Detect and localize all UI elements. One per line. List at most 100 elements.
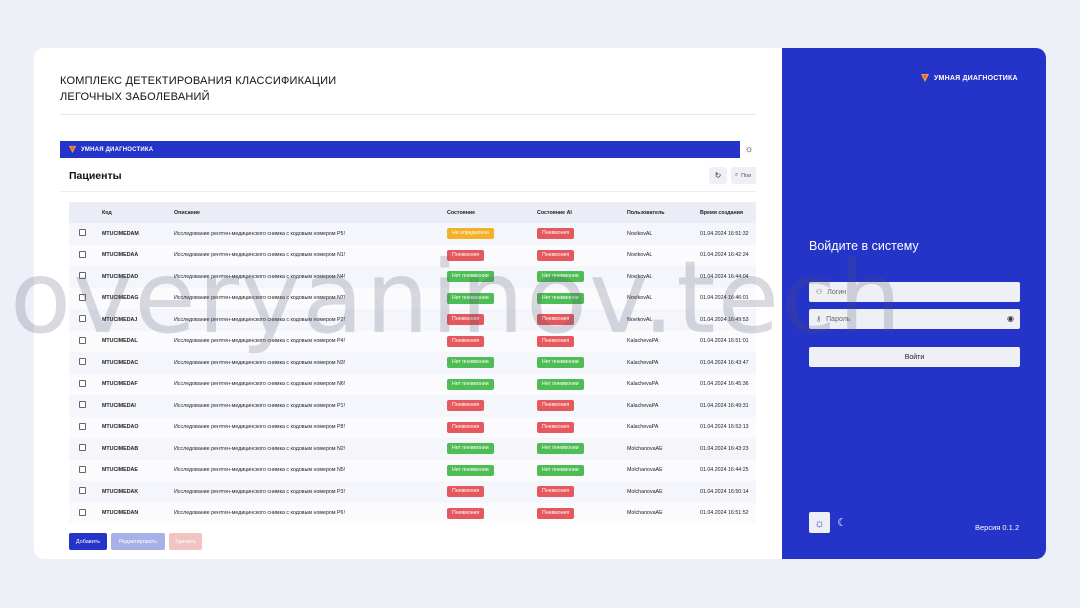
cell-created: 01.04.2024 16:45:36 [700, 381, 749, 388]
header-status[interactable]: Состояние [447, 209, 476, 216]
table-row[interactable]: MTUCIMEDAA Исследование рентген-медицинск… [69, 244, 756, 267]
search-input[interactable]: ⌕ Пои [731, 167, 756, 184]
cell-created: 01.04.2024 16:43:47 [700, 359, 749, 366]
cell-status-ai: Пневмония [537, 331, 627, 353]
table-row[interactable]: MTUCIMEDAG Исследование рентген-медицинск… [69, 287, 756, 310]
row-checkbox[interactable] [79, 487, 86, 495]
table-row[interactable]: MTUCIMEDAB Исследование рентген-медицинск… [69, 438, 756, 460]
edit-button[interactable]: Редактировать [111, 533, 165, 550]
status-badge: Пневмония [447, 249, 485, 261]
table-row[interactable]: MTUCIMEDAM Исследование рентген-медицинск… [69, 223, 756, 245]
header-code[interactable]: Код [102, 209, 112, 216]
table-row[interactable]: MTUCIMEDAJ Исследование рентген-медицинск… [69, 309, 756, 331]
table-row[interactable]: MTUCIMEDAF Исследование рентген-медицинск… [69, 373, 756, 395]
cell-created: 01.04.2024 16:44:04 [700, 273, 749, 280]
row-checkbox[interactable] [79, 358, 86, 366]
login-placeholder: Логин [827, 288, 847, 296]
row-select [69, 266, 102, 288]
cell-user: MolchanovaAE [627, 467, 663, 474]
status-ai-badge: Пневмония [537, 507, 575, 519]
login-input[interactable]: ⚇ Логин [809, 282, 1020, 302]
row-checkbox[interactable] [79, 444, 86, 452]
status-badge: Не определено [447, 228, 494, 240]
row-checkbox[interactable] [79, 465, 86, 473]
status-badge: Пневмония [447, 314, 485, 326]
row-checkbox[interactable] [79, 379, 86, 387]
row-checkbox[interactable] [79, 401, 86, 409]
row-select [69, 331, 102, 353]
cell-created: 01.04.2024 16:51:01 [700, 338, 749, 345]
cell-code: MTUCIMEDAJ [102, 316, 138, 323]
table-row[interactable]: MTUCIMEDAL Исследование рентген-медицинск… [69, 330, 756, 353]
row-checkbox[interactable] [79, 422, 86, 430]
light-theme-button[interactable]: ☼ [809, 512, 830, 533]
cell-code: MTUCIMEDAL [102, 338, 138, 345]
add-button[interactable]: Добавить [69, 533, 107, 550]
cell-status-ai: Пневмония [537, 417, 627, 439]
cell-user: NovikovAL [627, 295, 653, 302]
login-button[interactable]: Войти [809, 347, 1020, 367]
table-row[interactable]: MTUCIMEDAE Исследование рентген-медицинск… [69, 459, 756, 482]
cell-status-ai: Нет пневмонии [537, 288, 627, 310]
cell-status: Нет пневмонии [447, 460, 537, 482]
cell-user: MolchanovaAE [627, 488, 663, 495]
toolbar-divider [60, 191, 756, 192]
status-ai-badge: Нет пневмонии [537, 292, 584, 304]
cell-user: KalachevaPA [627, 424, 659, 431]
cell-status: Нет пневмонии [447, 438, 537, 460]
table-row[interactable]: MTUCIMEDAD Исследование рентген-медицинск… [69, 266, 756, 288]
status-ai-badge: Пневмония [537, 228, 575, 240]
row-checkbox[interactable] [79, 293, 86, 301]
main-card: КОМПЛЕКС ДЕТЕКТИРОВАНИЯ КЛАССИФИКАЦИИ ЛЕ… [34, 48, 1046, 559]
row-select [69, 503, 102, 525]
row-checkbox[interactable] [79, 315, 86, 323]
status-badge: Нет пневмонии [447, 443, 494, 455]
header-status-ai[interactable]: Состояние AI [537, 209, 572, 216]
cell-status-ai: Пневмония [537, 245, 627, 267]
row-checkbox[interactable] [79, 250, 86, 258]
status-badge: Пневмония [447, 400, 485, 412]
row-select [69, 288, 102, 310]
row-select [69, 460, 102, 482]
row-select [69, 352, 102, 374]
dark-theme-button[interactable]: ☾ [835, 514, 849, 530]
cell-status: Пневмония [447, 309, 537, 331]
logo-icon [68, 145, 77, 154]
delete-button[interactable]: Удалить [169, 533, 202, 550]
search-placeholder: Пои [741, 172, 752, 179]
cell-code: MTUCIMEDAD [102, 273, 139, 280]
row-select [69, 395, 102, 417]
table-row[interactable]: MTUCIMEDAC Исследование рентген-медицинск… [69, 352, 756, 374]
row-select [69, 245, 102, 267]
row-checkbox[interactable] [79, 229, 86, 237]
table-actions: Добавить Редактировать Удалить [69, 533, 202, 550]
cell-created: 01.04.2024 16:51:32 [700, 230, 749, 237]
row-checkbox[interactable] [79, 508, 86, 516]
status-badge: Нет пневмонии [447, 464, 494, 476]
cell-user: NovikovAL [627, 273, 653, 280]
header-created[interactable]: Время создания [700, 209, 744, 216]
row-checkbox[interactable] [79, 336, 86, 344]
header-user[interactable]: Пользователь [627, 209, 665, 216]
status-badge: Пневмония [447, 421, 485, 433]
table-row[interactable]: MTUCIMEDAK Исследование рентген-медицинск… [69, 481, 756, 503]
password-input[interactable]: ⚷ Пароль ◉ [809, 309, 1020, 329]
table-row[interactable]: MTUCIMEDAO Исследование рентген-медицинск… [69, 416, 756, 439]
patients-table: Код Описание Состояние Состояние AI Поль… [69, 202, 756, 524]
row-checkbox[interactable] [79, 272, 86, 280]
cell-description: Исследование рентген-медицинского снимка… [174, 467, 346, 474]
cell-description: Исследование рентген-медицинского снимка… [174, 273, 346, 280]
eye-icon[interactable]: ◉ [1007, 314, 1014, 323]
header-description[interactable]: Описание [174, 209, 200, 216]
cell-code: MTUCIMEDAI [102, 402, 136, 409]
row-select [69, 309, 102, 331]
sun-icon[interactable]: ☼ [744, 144, 754, 155]
table-row[interactable]: MTUCIMEDAI Исследование рентген-медицинск… [69, 395, 756, 417]
table-row[interactable]: MTUCIMEDAN Исследование рентген-медицинск… [69, 502, 756, 525]
status-ai-badge: Нет пневмонии [537, 378, 584, 390]
status-badge: Пневмония [447, 486, 485, 498]
status-ai-badge: Пневмония [537, 486, 575, 498]
cell-description: Исследование рентген-медицинского снимка… [174, 295, 346, 302]
refresh-button[interactable]: ↻ [709, 167, 727, 184]
moon-icon: ☾ [837, 516, 847, 529]
